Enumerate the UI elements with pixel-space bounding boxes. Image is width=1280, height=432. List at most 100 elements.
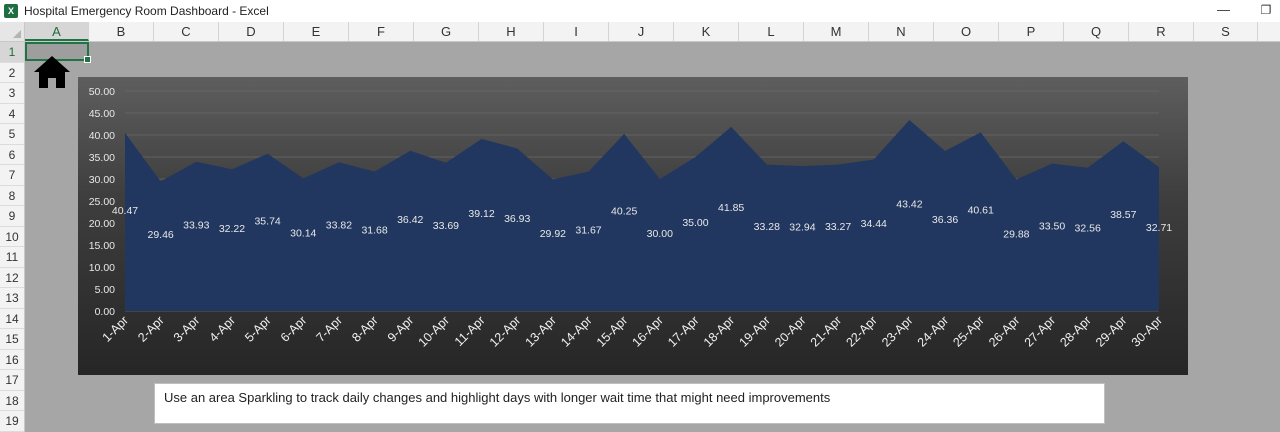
x-tick-label: 26-Apr xyxy=(986,313,1022,349)
x-tick-label: 6-Apr xyxy=(278,313,310,345)
row-header-1[interactable]: 1 xyxy=(0,42,24,63)
home-icon[interactable] xyxy=(32,52,72,92)
data-label: 36.93 xyxy=(504,213,530,225)
data-label: 40.47 xyxy=(112,205,138,217)
column-header-d[interactable]: D xyxy=(219,22,284,41)
y-tick-label: 40.00 xyxy=(89,130,115,142)
wait-time-area-chart[interactable]: 0.00 5.00 10.00 15.00 20.00 25.00 30.00 35.00 40… xyxy=(78,77,1188,375)
column-header-l[interactable]: L xyxy=(739,22,804,41)
column-header-r[interactable]: R xyxy=(1129,22,1194,41)
column-header-e[interactable]: E xyxy=(284,22,349,41)
column-header-j[interactable]: J xyxy=(609,22,674,41)
y-tick-label: 50.00 xyxy=(89,86,115,98)
data-label: 36.36 xyxy=(932,214,958,226)
x-tick-label: 3-Apr xyxy=(171,313,203,345)
y-tick-label: 5.00 xyxy=(95,284,116,296)
y-tick-label: 30.00 xyxy=(89,174,115,186)
row-header-17[interactable]: 17 xyxy=(0,370,24,391)
row-header-3[interactable]: 3 xyxy=(0,83,24,104)
data-label: 29.46 xyxy=(148,229,174,241)
column-header-b[interactable]: B xyxy=(89,22,154,41)
row-header-19[interactable]: 19 xyxy=(0,411,24,432)
row-header-7[interactable]: 7 xyxy=(0,165,24,186)
column-header-h[interactable]: H xyxy=(479,22,544,41)
data-label: 32.22 xyxy=(219,223,245,235)
column-header-o[interactable]: O xyxy=(934,22,999,41)
x-tick-label: 5-Apr xyxy=(242,313,274,345)
data-label: 38.57 xyxy=(1110,209,1136,221)
data-label: 33.28 xyxy=(754,221,780,233)
column-header-i[interactable]: I xyxy=(544,22,609,41)
excel-icon: X xyxy=(4,4,18,18)
row-header-5[interactable]: 5 xyxy=(0,124,24,145)
y-tick-label: 35.00 xyxy=(89,152,115,164)
y-tick-label: 25.00 xyxy=(89,196,115,208)
row-header-bar: 1 2 3 4 5 6 7 8 9 10 11 12 13 14 15 16 17 18 19 xyxy=(0,42,25,432)
x-tick-label: 28-Apr xyxy=(1057,313,1093,349)
row-header-13[interactable]: 13 xyxy=(0,288,24,309)
row-header-9[interactable]: 9 xyxy=(0,206,24,227)
y-tick-label: 0.00 xyxy=(95,306,116,318)
x-tick-label: 29-Apr xyxy=(1093,313,1129,349)
y-tick-label: 20.00 xyxy=(89,218,115,230)
column-header-q[interactable]: Q xyxy=(1064,22,1129,41)
x-tick-label: 4-Apr xyxy=(207,313,239,345)
column-header-a[interactable]: A xyxy=(25,22,89,41)
row-header-15[interactable]: 15 xyxy=(0,329,24,350)
x-tick-label: 24-Apr xyxy=(915,313,951,349)
row-header-11[interactable]: 11 xyxy=(0,247,24,268)
x-tick-label: 8-Apr xyxy=(349,313,381,345)
column-header-p[interactable]: P xyxy=(999,22,1064,41)
note-textbox[interactable]: Use an area Sparkling to track daily cha… xyxy=(154,383,1105,424)
column-header-k[interactable]: K xyxy=(674,22,739,41)
data-label: 36.42 xyxy=(397,214,423,226)
column-header-s[interactable]: S xyxy=(1194,22,1258,41)
x-tick-label: 15-Apr xyxy=(594,313,630,349)
selected-cell-a1[interactable] xyxy=(25,42,91,63)
column-header-n[interactable]: N xyxy=(869,22,934,41)
row-header-6[interactable]: 6 xyxy=(0,145,24,165)
x-tick-label: 19-Apr xyxy=(736,313,772,349)
data-label: 32.71 xyxy=(1146,222,1172,234)
x-tick-label: 2-Apr xyxy=(135,313,167,345)
data-label: 30.14 xyxy=(290,228,316,240)
y-tick-label: 45.00 xyxy=(89,108,115,120)
data-label: 41.85 xyxy=(718,202,744,214)
y-tick-label: 10.00 xyxy=(89,262,115,274)
data-label: 35.00 xyxy=(682,217,708,229)
data-label: 35.74 xyxy=(254,215,280,227)
row-header-14[interactable]: 14 xyxy=(0,309,24,329)
row-header-8[interactable]: 8 xyxy=(0,186,24,206)
row-header-10[interactable]: 10 xyxy=(0,227,24,247)
data-label: 33.69 xyxy=(433,220,459,232)
row-header-18[interactable]: 18 xyxy=(0,391,24,411)
select-all-corner[interactable] xyxy=(0,22,25,41)
restore-icon[interactable]: ❐ xyxy=(1260,3,1272,17)
column-header-g[interactable]: G xyxy=(414,22,479,41)
data-label: 33.50 xyxy=(1039,220,1065,232)
x-tick-label: 9-Apr xyxy=(385,313,417,345)
x-tick-label: 16-Apr xyxy=(630,313,666,349)
data-label: 33.27 xyxy=(825,221,851,233)
column-header-f[interactable]: F xyxy=(349,22,414,41)
x-tick-label: 25-Apr xyxy=(950,313,986,349)
column-header-c[interactable]: C xyxy=(154,22,219,41)
fill-handle[interactable] xyxy=(84,56,91,63)
row-header-12[interactable]: 12 xyxy=(0,268,24,288)
data-label: 31.67 xyxy=(575,224,601,236)
x-tick-label: 22-Apr xyxy=(843,313,879,349)
x-tick-label: 11-Apr xyxy=(452,313,488,349)
row-header-16[interactable]: 16 xyxy=(0,350,24,370)
column-header-m[interactable]: M xyxy=(804,22,869,41)
data-label: 33.93 xyxy=(183,219,209,231)
data-label: 39.12 xyxy=(468,208,494,220)
data-label: 30.00 xyxy=(647,228,673,240)
x-tick-label: 18-Apr xyxy=(701,313,737,349)
area-series[interactable] xyxy=(125,119,1159,311)
row-header-4[interactable]: 4 xyxy=(0,104,24,124)
minimize-icon[interactable]: — xyxy=(1217,2,1230,17)
x-tick-label: 30-Apr xyxy=(1129,313,1165,349)
x-tick-label: 21-Apr xyxy=(808,313,844,349)
data-label: 40.61 xyxy=(968,205,994,217)
row-header-2[interactable]: 2 xyxy=(0,63,24,83)
